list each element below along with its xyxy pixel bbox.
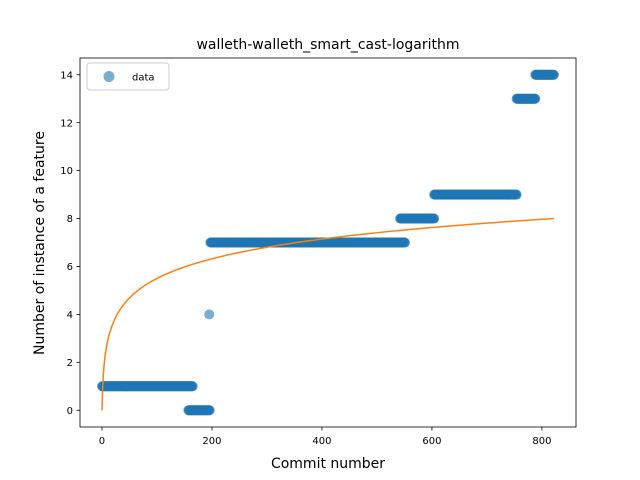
fit-line	[101, 217, 555, 411]
data-points	[97, 69, 559, 416]
x-tick-label: 0	[99, 436, 105, 447]
data-point	[399, 237, 410, 248]
data-point	[204, 309, 215, 320]
legend-marker	[103, 71, 115, 82]
legend-box	[86, 62, 170, 91]
fit-line-layer	[101, 217, 555, 411]
x-axis-label: Commit number	[271, 456, 385, 472]
data-point	[187, 381, 198, 392]
y-tick-label: 8	[67, 214, 73, 225]
axes: 0 200 400 600 800 0 2 4 6 8 10 12 14	[60, 57, 577, 447]
y-tick-label: 10	[60, 166, 73, 177]
x-tick-label: 600	[422, 436, 441, 447]
x-tick-label: 200	[202, 436, 221, 447]
y-tick-label: 4	[67, 310, 73, 321]
y-tick-label: 2	[67, 358, 73, 369]
x-tick-label: 400	[312, 436, 331, 447]
y-tick-label: 0	[67, 406, 73, 417]
y-tick-label: 14	[60, 70, 73, 81]
y-tick-label: 6	[67, 262, 73, 273]
data-point	[429, 213, 440, 224]
y-axis-label: Number of instance of a feature	[32, 131, 48, 355]
legend: data	[86, 62, 170, 91]
x-tick-label: 800	[532, 436, 551, 447]
plot-frame	[79, 57, 577, 428]
y-tick-label: 12	[60, 118, 73, 129]
data-point	[530, 93, 541, 104]
legend-label: data	[132, 73, 155, 84]
data-point	[549, 69, 559, 80]
data-point	[511, 189, 522, 200]
chart-title: walleth-walleth_smart_cast-logarithm	[196, 37, 459, 53]
data-point	[204, 405, 215, 416]
